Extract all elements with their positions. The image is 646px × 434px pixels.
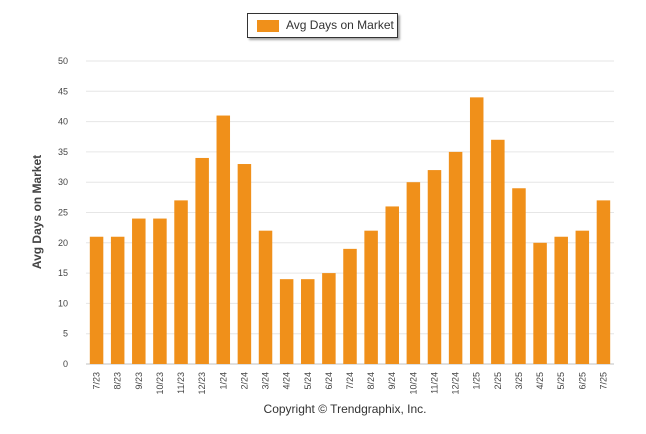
bar-12/24: [448, 151, 463, 364]
bar-7/23: [89, 236, 104, 364]
y-tick-label: 5: [63, 329, 68, 339]
bar-6/25: [575, 230, 590, 364]
x-tick-label: 8/24: [366, 372, 376, 390]
bar-6/24: [322, 273, 336, 364]
bar-1/24: [216, 115, 231, 364]
bar-1/25: [469, 97, 484, 365]
x-tick-label: 9/24: [387, 372, 397, 390]
bar-11/23: [174, 200, 188, 364]
copyright-text: Copyright © Trendgraphix, Inc.: [263, 402, 427, 416]
x-tick-label: 6/25: [577, 372, 587, 390]
x-tick-label: 9/23: [134, 372, 144, 390]
bar-5/25: [554, 236, 568, 364]
bar-8/24: [364, 230, 378, 364]
y-tick-label: 15: [58, 268, 68, 278]
y-tick-label: 45: [58, 86, 68, 96]
x-tick-label: 12/24: [451, 372, 461, 395]
y-tick-label: 40: [58, 117, 68, 127]
y-axis-label: Avg Days on Market: [30, 154, 44, 270]
x-tick-label: 7/24: [345, 372, 355, 390]
x-tick-label: 1/24: [218, 372, 228, 390]
x-tick-label: 6/24: [324, 372, 334, 390]
bar-5/24: [301, 279, 315, 364]
y-tick-label: 0: [63, 359, 68, 369]
bar-9/23: [132, 218, 146, 364]
x-tick-label: 3/24: [261, 372, 271, 390]
legend-swatch: [257, 20, 279, 32]
bar-10/23: [153, 218, 167, 364]
legend[interactable]: Avg Days on Market: [247, 13, 398, 38]
y-tick-label: 25: [58, 208, 68, 218]
x-tick-label: 2/24: [239, 372, 249, 390]
legend-label: Avg Days on Market: [286, 18, 394, 32]
bar-2/25: [491, 139, 505, 364]
y-tick-label: 50: [58, 56, 68, 66]
x-tick-label: 4/24: [282, 372, 292, 390]
bar-4/24: [279, 279, 294, 364]
x-tick-label: 3/25: [514, 372, 524, 390]
x-tick-label: 4/25: [535, 372, 545, 390]
bar-4/25: [533, 242, 547, 364]
bar-7/24: [343, 248, 357, 364]
x-tick-label: 11/24: [429, 372, 439, 394]
x-tick-label: 11/23: [176, 372, 186, 394]
bar-9/24: [385, 206, 399, 364]
bar-8/23: [110, 236, 125, 364]
bar-2/24: [237, 164, 252, 364]
y-tick-label: 35: [58, 147, 68, 157]
y-tick-label: 20: [58, 238, 68, 248]
x-tick-label: 10/23: [155, 372, 165, 395]
bar-11/24: [427, 170, 442, 364]
y-tick-label: 10: [58, 298, 68, 308]
x-tick-label: 10/24: [408, 372, 418, 395]
x-tick-label: 2/25: [493, 372, 503, 390]
bar-3/25: [512, 188, 526, 364]
bar-10/24: [406, 182, 421, 364]
bar-3/24: [258, 230, 273, 364]
y-tick-label: 30: [58, 177, 68, 187]
x-tick-label: 1/25: [472, 372, 482, 390]
bar-7/25: [596, 200, 611, 364]
x-tick-label: 7/25: [598, 372, 608, 390]
x-tick-label: 12/23: [197, 372, 207, 395]
x-tick-label: 5/24: [303, 372, 313, 390]
x-tick-label: 7/23: [92, 372, 102, 390]
bar-12/23: [195, 157, 209, 364]
x-tick-label: 5/25: [556, 372, 566, 390]
x-tick-label: 8/23: [113, 372, 123, 390]
